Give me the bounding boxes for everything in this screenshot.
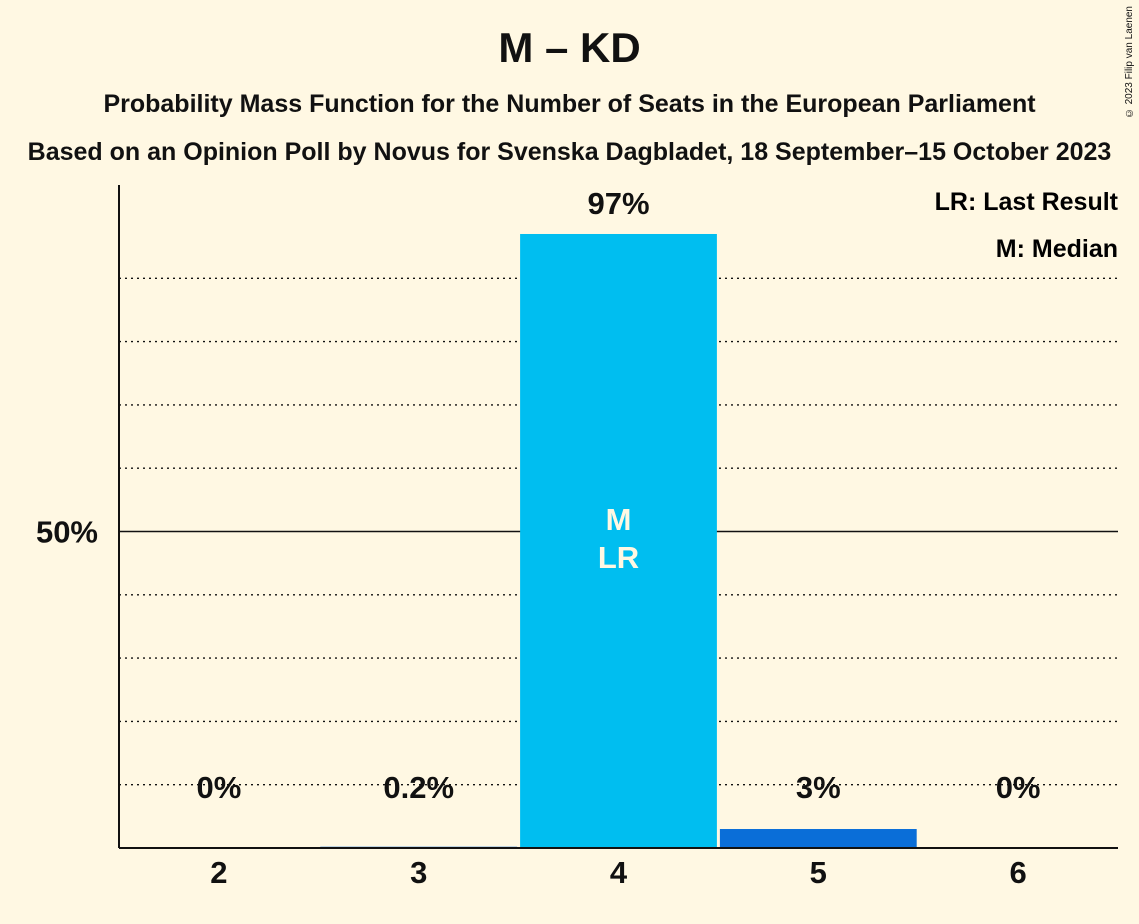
bar-marker-m: M <box>606 502 632 537</box>
axes: 50% <box>36 185 1118 849</box>
x-tick-label: 6 <box>1009 855 1026 890</box>
bar-5 <box>719 829 917 848</box>
x-tick-label: 4 <box>610 855 628 890</box>
x-tick-label: 2 <box>210 855 227 890</box>
chart-title: M – KD <box>498 24 641 71</box>
bar-4 <box>520 233 717 849</box>
data-labels: 0% 2 0.2% 3 97% MLR 4 3% 5 0% 6 <box>196 186 1040 890</box>
y-tick-label: 50% <box>36 515 98 550</box>
chart-subtitle: Probability Mass Function for the Number… <box>103 90 1036 118</box>
x-tick-label: 3 <box>410 855 427 890</box>
chart-source-subtitle: Based on an Opinion Poll by Novus for Sv… <box>27 138 1112 166</box>
x-tick-label: 5 <box>810 855 827 890</box>
bar-marker-lr: LR <box>598 540 639 575</box>
data-label-6: 0% <box>996 770 1041 805</box>
data-label-2: 0% <box>196 770 241 805</box>
data-label-4: 97% <box>587 186 649 221</box>
bars <box>320 233 917 849</box>
data-label-3: 0.2% <box>383 770 454 805</box>
data-label-5: 3% <box>796 770 841 805</box>
legend-median: M: Median <box>996 235 1118 263</box>
legend-last-result: LR: Last Result <box>935 188 1119 216</box>
